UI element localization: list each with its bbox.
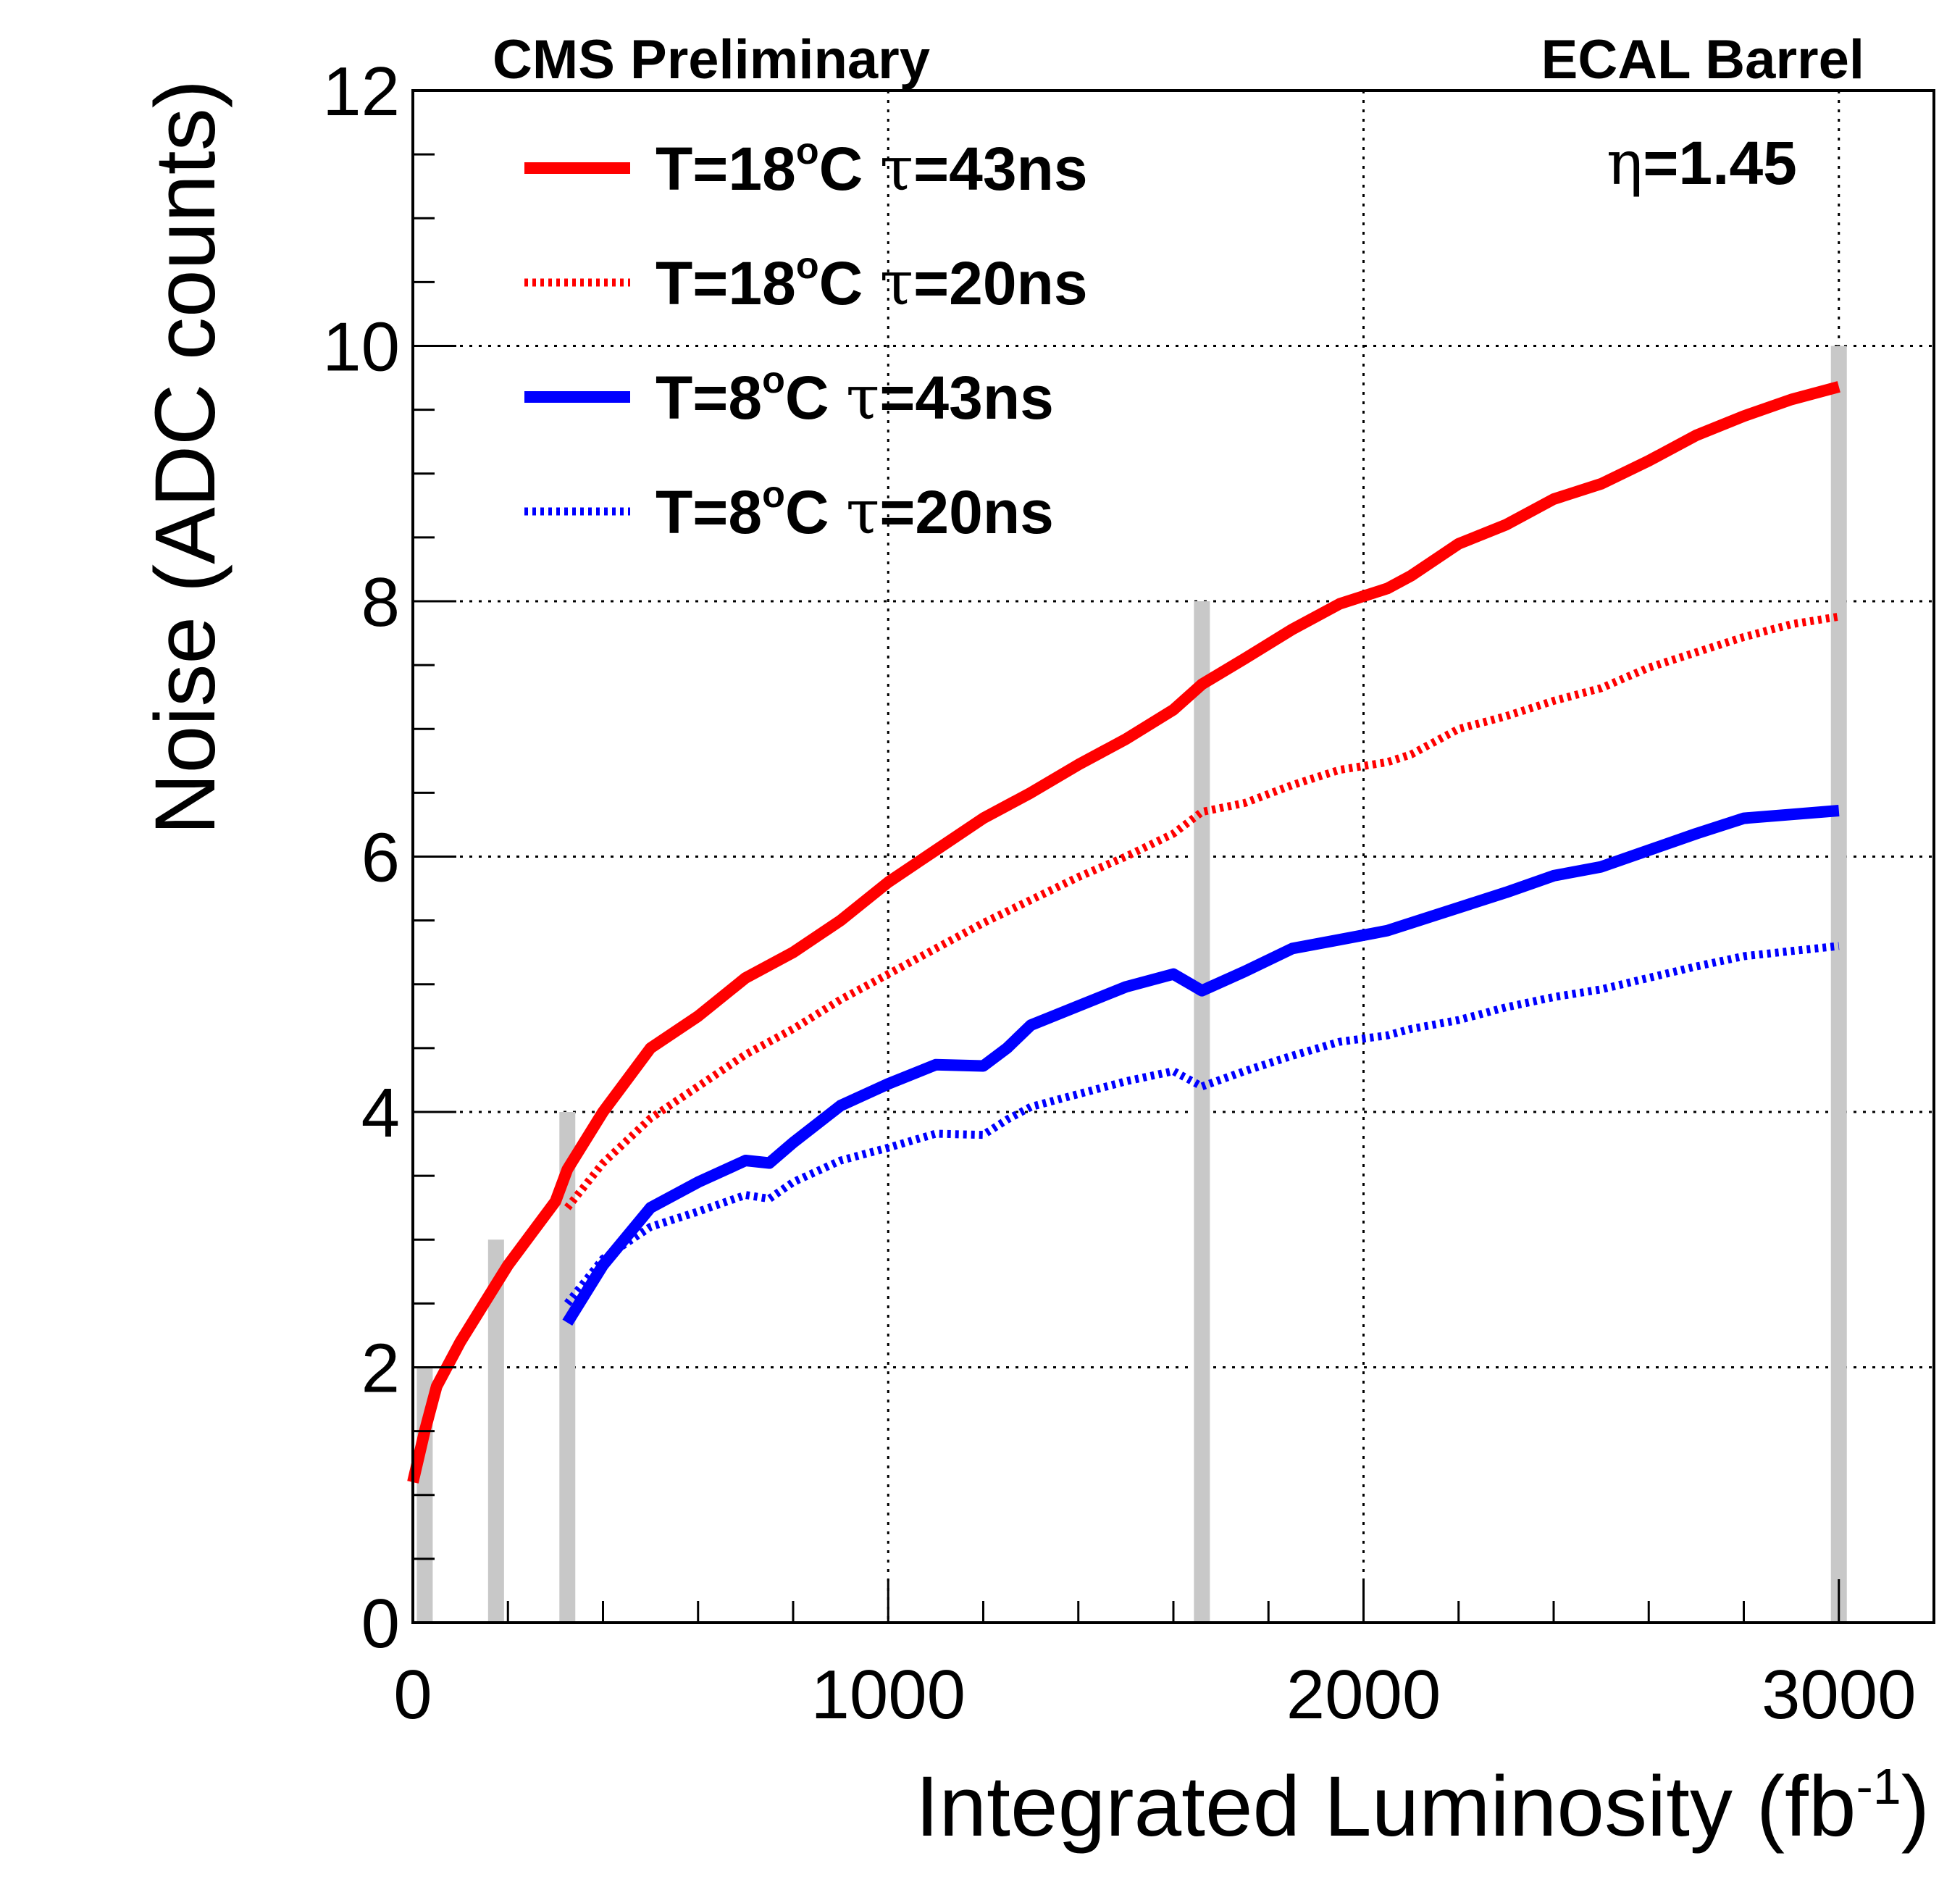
- legend-label-post: =43ns: [913, 135, 1088, 203]
- x-axis-label: Integrated Luminosity (fb-1): [916, 1758, 1930, 1854]
- legend-label-mid: C: [785, 478, 846, 546]
- legend-label-tau: τ: [880, 248, 913, 319]
- y-tick-label-0: 0: [361, 1585, 400, 1663]
- series-line-2: [562, 805, 1840, 1326]
- series-line-1: [564, 612, 1840, 1210]
- legend-label-pre: T=18: [656, 249, 796, 317]
- legend-label-post: =20ns: [913, 249, 1088, 317]
- legend-label-pre: T=18: [656, 135, 796, 203]
- x-axis-label-main: Integrated Luminosity (fb: [916, 1759, 1856, 1854]
- legend-label-1: T=18oC τ=20ns: [656, 245, 1088, 319]
- legend-label-2: T=8oC τ=43ns: [656, 359, 1054, 433]
- x-axis-label-sup: -1: [1856, 1758, 1901, 1815]
- legend-label-pre: T=8: [656, 478, 762, 546]
- header-left: CMS Preliminary: [493, 29, 930, 91]
- x-tick-label-1: 1000: [811, 1656, 966, 1733]
- legend-label-tau: τ: [846, 477, 879, 548]
- legend-label-mid: C: [819, 249, 880, 317]
- legend-label-sup: o: [762, 359, 785, 401]
- eta-value: =1.45: [1643, 129, 1797, 197]
- legend-label-tau: τ: [846, 362, 879, 433]
- y-tick-label-4: 8: [361, 564, 400, 641]
- legend-label-sup: o: [796, 245, 819, 287]
- legend-label-sup: o: [762, 474, 785, 516]
- header-right: ECAL Barrel: [1541, 29, 1864, 91]
- legend-label-post: =20ns: [879, 478, 1054, 546]
- legend-label-mid: C: [785, 364, 846, 432]
- legend-label-tau: τ: [880, 133, 913, 204]
- axis-ticks: [411, 89, 1935, 1624]
- eta-annotation: η=1.45: [1607, 127, 1797, 198]
- series-line-0: [407, 381, 1840, 1484]
- x-tick-label-0: 0: [393, 1656, 432, 1733]
- legend-label-sup: o: [796, 130, 819, 172]
- y-tick-label-1: 2: [361, 1330, 400, 1408]
- y-tick-label-6: 12: [322, 53, 400, 130]
- legend-label-post: =43ns: [879, 364, 1054, 432]
- x-axis-label-close: ): [1901, 1759, 1930, 1854]
- y-tick-label-2: 4: [361, 1074, 400, 1152]
- x-tick-label-2: 2000: [1286, 1656, 1441, 1733]
- y-tick-label-3: 6: [361, 819, 400, 897]
- legend-label-0: T=18oC τ=43ns: [656, 130, 1088, 204]
- eta-symbol: η: [1607, 127, 1643, 198]
- series-lines: [407, 381, 1840, 1484]
- legend-label-pre: T=8: [656, 364, 762, 432]
- tick-labels: 0 1000 2000 3000 0 2 4 6 8 10 12: [322, 53, 1916, 1733]
- x-tick-label-3: 3000: [1762, 1656, 1917, 1733]
- legend-label-3: T=8oC τ=20ns: [656, 474, 1054, 548]
- y-tick-label-5: 10: [322, 309, 400, 386]
- y-axis-label: Noise (ADC counts): [138, 80, 233, 835]
- legend-label-mid: C: [819, 135, 880, 203]
